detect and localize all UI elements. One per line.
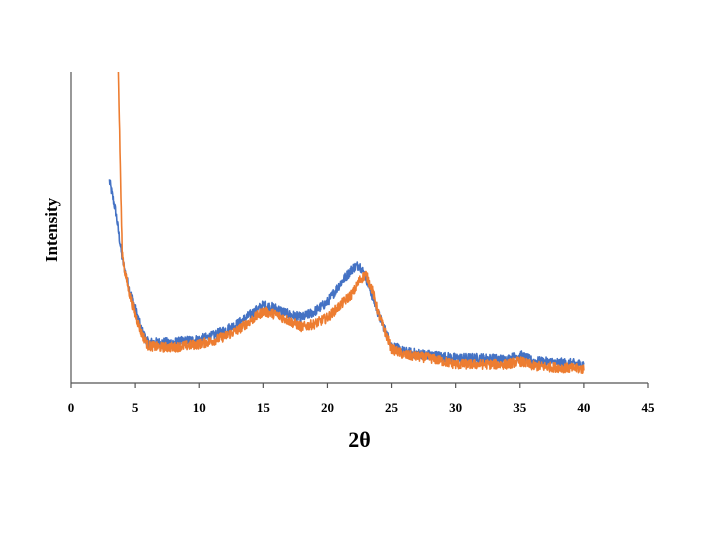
x-tick-label: 40 (577, 400, 590, 415)
x-axis-title: 2θ (348, 427, 370, 452)
x-tick-label: 45 (642, 400, 656, 415)
x-tick-label: 35 (513, 400, 527, 415)
plot-lines (108, 71, 585, 374)
x-tick-label: 5 (132, 400, 139, 415)
x-ticks: 0 5 10 15 20 25 30 35 40 45 (68, 383, 655, 415)
x-tick-label: 20 (321, 400, 334, 415)
series-line-1 (108, 179, 585, 370)
x-tick-label: 30 (449, 400, 462, 415)
y-axis-title: Intensity (42, 197, 61, 262)
x-tick-label: 0 (68, 400, 75, 415)
x-tick-label: 10 (193, 400, 206, 415)
x-tick-label: 15 (257, 400, 271, 415)
series-line-2 (117, 71, 585, 374)
x-tick-label: 25 (385, 400, 399, 415)
